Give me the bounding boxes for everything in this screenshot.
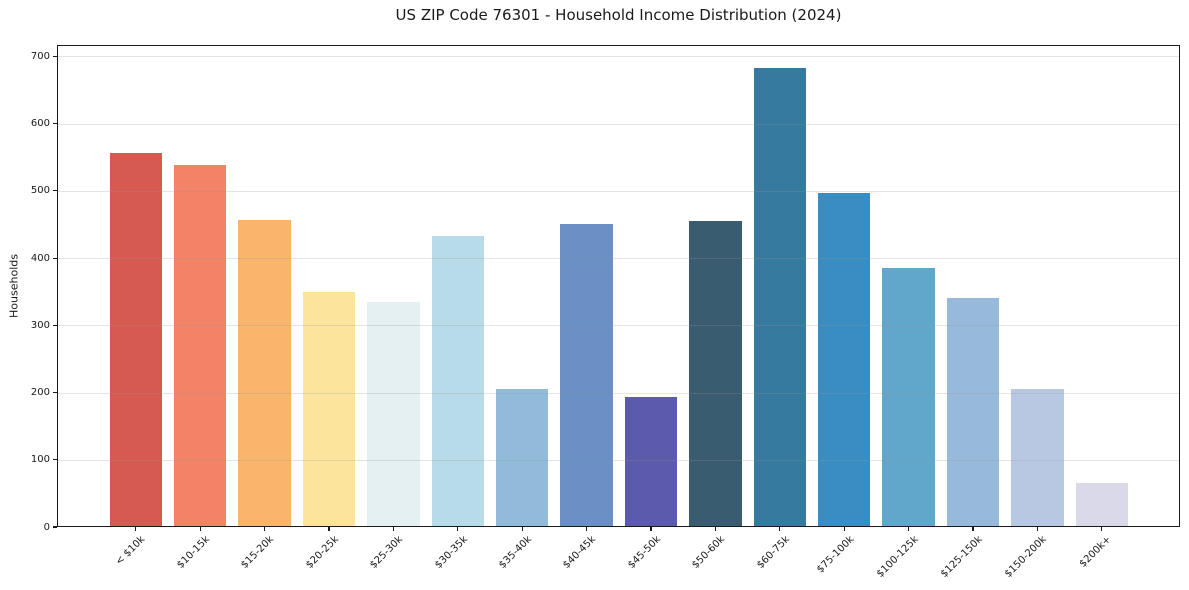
y-tick-label-200: 200: [30, 387, 50, 399]
x-tick-label-10: $60-75k: [754, 534, 792, 571]
bar-30-35k: [431, 235, 485, 527]
gridline-y-300: [57, 325, 1180, 327]
bar-10-15k: [173, 164, 227, 527]
bar-75-100k: [817, 192, 871, 527]
x-tick-label-13: $125-150k: [938, 534, 985, 580]
x-tick-mark-10: [779, 527, 781, 531]
y-tick-mark-200: [52, 391, 57, 394]
bar-125-150k: [946, 298, 1000, 527]
y-tick-label-100: 100: [30, 454, 50, 466]
y-tick-label-600: 600: [30, 118, 50, 130]
gridline-y-600: [57, 123, 1180, 125]
bar-60-75k: [753, 67, 807, 527]
y-tick-label-0: 0: [43, 521, 50, 533]
gridline-y-500: [57, 190, 1180, 192]
y-tick-label-300: 300: [30, 319, 50, 331]
x-tick-mark-5: [457, 527, 459, 531]
y-tick-mark-0: [52, 526, 57, 528]
x-tick-label-15: $200k+: [1077, 534, 1114, 570]
chart-title: US ZIP Code 76301 - Household Income Dis…: [395, 6, 842, 24]
x-tick-label-14: $150-200k: [1003, 534, 1050, 580]
bar-10k: [109, 152, 163, 527]
y-tick-label-400: 400: [30, 252, 50, 264]
x-tick-label-12: $100-125k: [874, 534, 921, 580]
x-tick-mark-6: [521, 527, 523, 531]
x-tick-mark-1: [199, 527, 201, 531]
x-tick-mark-13: [972, 527, 974, 531]
bar-50-60k: [689, 221, 742, 527]
x-tick-label-7: $40-45k: [561, 534, 599, 571]
x-tick-label-2: $15-20k: [239, 534, 277, 571]
x-tick-mark-7: [586, 527, 588, 531]
y-tick-label-500: 500: [30, 185, 50, 197]
bar-25-30k: [367, 301, 420, 527]
y-tick-mark-700: [52, 55, 57, 58]
gridline-y-400: [57, 258, 1180, 260]
x-tick-label-11: $75-100k: [814, 534, 856, 576]
plot-area: [57, 45, 1180, 527]
x-tick-mark-9: [714, 527, 716, 531]
x-tick-label-8: $45-50k: [625, 534, 663, 571]
y-tick-mark-600: [52, 123, 57, 125]
bar-100-125k: [882, 267, 935, 527]
x-tick-mark-14: [1036, 527, 1038, 531]
y-tick-mark-300: [52, 324, 57, 326]
x-tick-mark-12: [908, 527, 910, 531]
x-tick-mark-3: [328, 527, 330, 531]
bar-150-200k: [1011, 388, 1064, 527]
x-tick-mark-8: [650, 527, 652, 531]
bar-200k+: [1075, 482, 1129, 527]
x-tick-mark-11: [843, 527, 845, 531]
gridline-y-200: [57, 392, 1180, 394]
bar-45-50k: [624, 397, 678, 527]
gridline-y-100: [57, 459, 1180, 461]
gridline-y-700: [57, 56, 1180, 58]
y-tick-mark-500: [52, 190, 57, 192]
x-tick-mark-4: [392, 527, 394, 531]
x-tick-mark-15: [1101, 527, 1103, 531]
bar-40-45k: [560, 223, 613, 527]
x-tick-label-4: $25-30k: [368, 534, 406, 571]
x-tick-label-5: $30-35k: [432, 534, 470, 571]
x-tick-mark-0: [135, 527, 137, 531]
x-tick-label-3: $20-25k: [303, 534, 341, 571]
y-tick-mark-400: [52, 257, 57, 259]
x-tick-label-0: < $10k: [114, 534, 148, 568]
bar-35-40k: [495, 389, 549, 527]
bar-20-25k: [302, 292, 356, 527]
y-tick-label-700: 700: [30, 50, 50, 62]
x-tick-label-9: $50-60k: [690, 534, 728, 571]
x-tick-label-6: $35-40k: [497, 534, 534, 571]
x-tick-label-1: $10-15k: [175, 534, 212, 571]
bar-15-20k: [238, 220, 291, 527]
x-tick-mark-2: [264, 527, 266, 531]
y-tick-mark-100: [52, 459, 57, 461]
